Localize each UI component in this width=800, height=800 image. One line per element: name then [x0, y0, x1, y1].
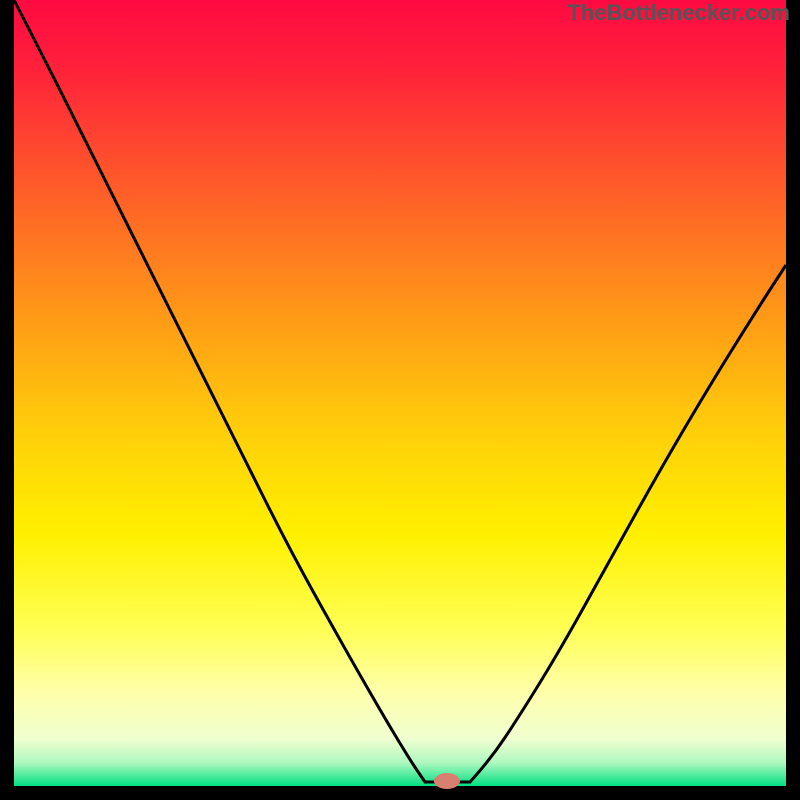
chart-svg [0, 0, 800, 800]
border-right [786, 0, 800, 800]
border-bottom [0, 786, 800, 800]
plot-background [14, 0, 786, 786]
border-left [0, 0, 14, 800]
optimum-marker [434, 773, 460, 789]
watermark-text: TheBottlenecker.com [567, 0, 790, 26]
bottleneck-chart: TheBottlenecker.com [0, 0, 800, 800]
